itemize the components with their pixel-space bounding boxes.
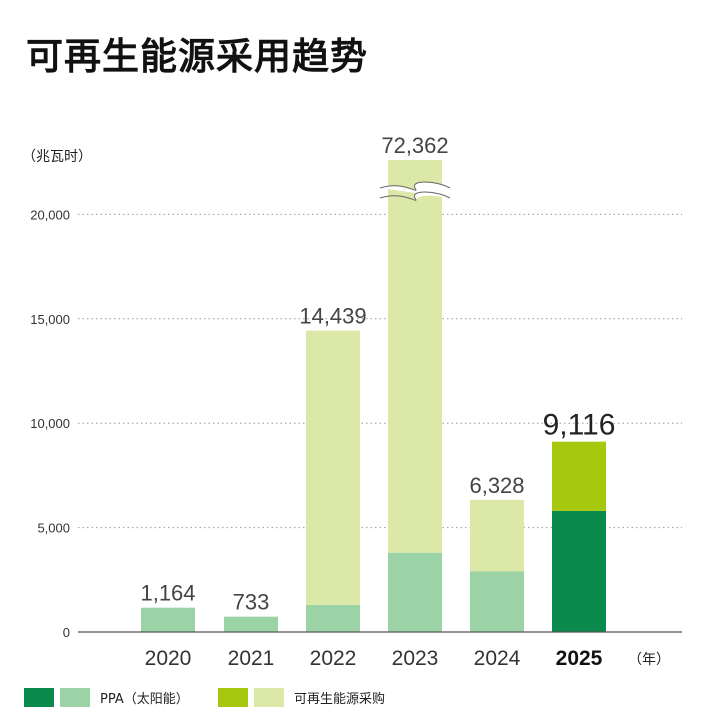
y-tick-label-5000: 5,000 <box>37 521 70 536</box>
x-tick-label-2022: 2022 <box>310 647 357 670</box>
bar-renewable-2024 <box>470 499 524 572</box>
legend-label-ppa: PPA（太阳能） <box>100 692 189 707</box>
legend-swatch-renewable-highlight <box>218 688 248 707</box>
legend-swatch-ppa <box>60 688 90 707</box>
total-label-2023: 72,362 <box>381 133 448 158</box>
legend: PPA（太阳能） 可再生能源采购 <box>24 688 385 707</box>
axis-break-line-upper <box>379 181 451 191</box>
x-tick-label-2021: 2021 <box>228 647 275 670</box>
bar-ppa-2023 <box>388 552 442 632</box>
y-tick-label-10000: 10,000 <box>30 416 70 431</box>
legend-swatch-renewable <box>254 688 284 707</box>
x-tick-label-2025: 2025 <box>556 647 603 670</box>
total-label-2021: 733 <box>233 590 270 615</box>
x-tick-label-2024: 2024 <box>474 647 521 670</box>
y-axis-unit-label: （兆瓦时） <box>22 149 92 165</box>
y-axis-ticks: 0 5,000 10,000 15,000 20,000 <box>30 207 70 640</box>
bar-renewable-2023 <box>388 160 442 553</box>
y-tick-label-15000: 15,000 <box>30 312 70 327</box>
bar-ppa-2022 <box>306 604 360 632</box>
total-labels: 1,164 733 14,439 72,362 6,328 9,116 <box>140 133 615 615</box>
axis-break-mark <box>379 181 451 201</box>
total-label-2020: 1,164 <box>140 581 195 606</box>
bars <box>141 160 606 632</box>
x-axis-unit-label: （年） <box>628 652 670 668</box>
y-tick-label-20000: 20,000 <box>30 207 70 222</box>
bar-ppa-2025 <box>552 510 606 632</box>
chart-title: 可再生能源采用趋势 <box>26 35 368 78</box>
axis-break-gap <box>380 182 450 201</box>
bar-ppa-2020 <box>141 607 195 632</box>
total-label-2024: 6,328 <box>469 473 524 498</box>
legend-swatch-ppa-highlight <box>24 688 54 707</box>
grid-lines <box>78 213 682 529</box>
bar-ppa-2021 <box>224 616 278 632</box>
x-tick-label-2020: 2020 <box>145 647 192 670</box>
axis-break-line-lower <box>379 191 451 201</box>
y-tick-label-0: 0 <box>63 625 70 640</box>
legend-label-renewable: 可再生能源采购 <box>294 691 385 707</box>
x-axis-ticks: 2020 2021 2022 2023 2024 2025 <box>145 647 603 670</box>
total-label-2025: 9,116 <box>543 409 616 442</box>
bar-renewable-2022 <box>306 330 360 605</box>
total-label-2022: 14,439 <box>299 304 366 329</box>
bar-renewable-2025 <box>552 441 606 511</box>
x-tick-label-2023: 2023 <box>392 647 439 670</box>
bar-ppa-2024 <box>470 571 524 632</box>
